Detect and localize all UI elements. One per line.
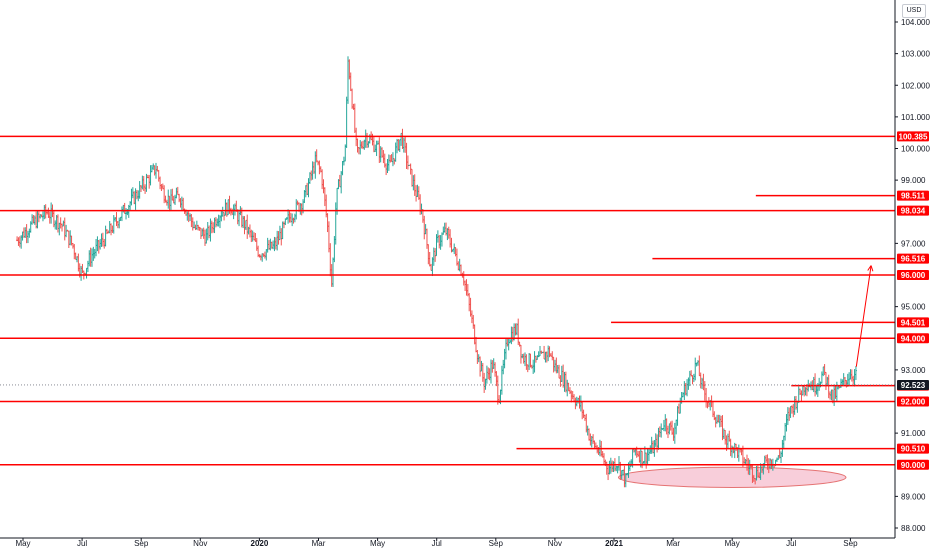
x-tick-label: May — [725, 539, 740, 548]
x-tick-label: Sep — [134, 539, 149, 548]
level-labels-group: 100.385 98.511 98.034 96.516 96.000 94.501 94.… — [897, 131, 929, 470]
axis-price-label-box — [897, 443, 929, 454]
axis-price-label: 94.501 — [901, 318, 926, 327]
axis-price-label-box — [897, 270, 929, 280]
axis-price-label-box — [897, 205, 929, 216]
x-tick-label: Jul — [786, 539, 796, 548]
y-tick-label: 97.000 — [901, 239, 926, 248]
x-tick-label: Sep — [843, 539, 858, 548]
x-tick-label: Sep — [489, 539, 504, 548]
y-tick-label: 100.000 — [901, 145, 930, 154]
axis-price-label: 98.034 — [901, 207, 926, 216]
currency-badge[interactable]: USD — [902, 4, 926, 18]
level-lines-group — [0, 135, 895, 466]
axis-price-label: 96.000 — [901, 271, 926, 280]
y-tick-label: 93.000 — [901, 366, 926, 375]
y-tick-label: 99.000 — [901, 176, 926, 185]
axis-price-label-box — [897, 131, 929, 142]
y-tick-label: 91.000 — [901, 429, 926, 438]
x-tick-label: 2020 — [251, 539, 269, 548]
axis-price-label-box — [897, 379, 929, 390]
axis-price-label-box — [897, 253, 929, 264]
axis-price-label-box — [897, 317, 929, 328]
axis-price-label: 92.523 — [901, 381, 926, 390]
support-zone-ellipse — [617, 466, 847, 489]
x-tick-label: May — [370, 539, 385, 548]
y-tick-label: 103.000 — [901, 50, 930, 59]
candles-group — [16, 56, 857, 488]
arrow-head — [867, 265, 872, 271]
y-tick-label: 101.000 — [901, 113, 930, 122]
y-tick-label: 102.000 — [901, 81, 930, 90]
y-tick-label: 95.000 — [901, 303, 926, 312]
price-axis: 104.000 103.000 102.000 101.000 100.000 99.00… — [894, 0, 930, 538]
x-tick-label: 2021 — [605, 539, 623, 548]
x-tick-label: May — [15, 539, 30, 548]
time-axis: May Jul Sep Nov 2020 Mar May Jul Sep Nov 2021 Mar Ma… — [0, 537, 895, 548]
x-tick-label: Mar — [666, 539, 680, 548]
x-tick-label: Mar — [312, 539, 326, 548]
projection-arrow — [855, 265, 874, 367]
y-tick-label: 89.000 — [901, 492, 926, 501]
axis-price-label: 96.516 — [901, 255, 926, 264]
arrow-shaft — [855, 265, 872, 367]
x-tick-label: Nov — [193, 539, 207, 548]
y-tick-label: 88.000 — [901, 524, 926, 533]
axis-price-label: 98.511 — [901, 192, 926, 201]
axis-price-label-box — [897, 459, 929, 470]
arrow-head — [870, 265, 874, 272]
axis-price-label-box — [897, 190, 929, 201]
axis-price-label: 92.000 — [901, 398, 926, 407]
x-tick-label: Jul — [432, 539, 442, 548]
axis-price-label: 100.385 — [899, 132, 928, 141]
axis-price-label-box — [897, 396, 929, 407]
support-ellipse — [617, 466, 847, 489]
axis-price-label-box — [897, 333, 929, 344]
x-tick-label: Jul — [77, 539, 87, 548]
x-tick-label: Nov — [548, 539, 562, 548]
axis-price-label: 90.510 — [901, 445, 926, 454]
y-tick-label: 104.000 — [901, 18, 930, 27]
axis-price-label: 94.000 — [901, 334, 926, 343]
axis-price-label: 90.000 — [901, 461, 926, 470]
